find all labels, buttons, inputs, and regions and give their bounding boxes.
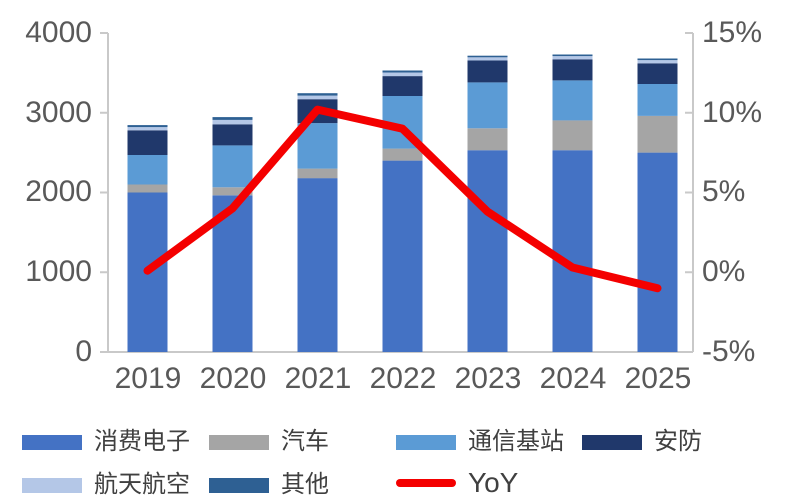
bar-segment-2019-通信基站 [127,155,168,185]
legend-item-base-stations: 通信基站 [396,428,564,455]
bar-segment-2025-汽车 [637,115,678,153]
legend-label: 消费电子 [94,428,190,455]
bar-segment-2023-航天航空 [467,57,508,61]
bar-segment-2025-航天航空 [637,60,678,64]
legend-item-yoy: YoY [396,467,519,498]
bar-segment-2020-航天航空 [212,119,253,125]
x-axis-label: 2024 [539,362,607,395]
bar-segment-2024-消费电子 [552,150,593,352]
bar-segment-2022-消费电子 [382,160,423,352]
bar-segment-2023-其他 [467,55,508,58]
yoy-line-swatch-icon [396,479,456,487]
x-axis-label: 2020 [199,362,267,395]
bar-segment-2023-汽车 [467,128,508,151]
x-axis-label: 2019 [114,362,182,395]
bar-segment-2019-安防 [127,130,168,155]
bar-segment-2021-汽车 [297,168,338,179]
left-axis-tick: 2000 [25,175,92,208]
bar-segment-2024-汽车 [552,120,593,151]
right-axis-tick: 10% [702,96,763,129]
bar-segment-2025-消费电子 [637,152,678,352]
other-swatch-icon [209,477,269,493]
left-axis-tick: 0 [75,335,92,368]
consumer-electronics-swatch-icon [22,434,82,450]
bar-segment-2025-其他 [637,58,678,61]
legend-label: 安防 [654,428,702,455]
bar-segment-2024-航天航空 [552,56,593,60]
left-axis-tick: 4000 [25,16,92,49]
bar-segment-2020-安防 [212,124,253,146]
right-axis-tick: 0% [702,255,746,288]
left-axis-tick: 1000 [25,255,92,288]
automotive-swatch-icon [209,434,269,450]
legend-label: 航天航空 [94,471,190,498]
security-swatch-icon [582,434,642,450]
right-axis-tick: -5% [702,335,756,368]
bar-segment-2024-安防 [552,59,593,81]
bar-segment-2020-其他 [212,117,253,120]
aerospace-swatch-icon [22,477,82,493]
legend-item-consumer-electronics: 消费电子 [22,428,190,455]
legend-label: 汽车 [281,428,329,455]
bar-segment-2022-航天航空 [382,72,423,77]
x-axis-label: 2025 [624,362,692,395]
chart-plot-canvas [100,32,694,353]
bar-segment-2023-安防 [467,60,508,83]
legend-label: 其他 [281,471,329,498]
legend-item-security: 安防 [582,428,702,455]
bar-segment-2019-航天航空 [127,127,168,131]
bar-segment-2019-其他 [127,125,168,128]
bar-segment-2022-汽车 [382,148,423,161]
bar-segment-2020-汽车 [212,187,253,196]
legend-label: 通信基站 [468,428,564,455]
x-axis-label: 2023 [454,362,522,395]
bar-segment-2021-航天航空 [297,95,338,100]
bar-segment-2020-通信基站 [212,145,253,188]
bar-segment-2025-安防 [637,63,678,84]
right-axis-tick: 5% [702,175,746,208]
legend-label: YoY [468,467,519,498]
bar-segment-2023-通信基站 [467,82,508,129]
x-axis-label: 2021 [284,362,352,395]
legend-item-other: 其他 [209,471,329,498]
x-axis-label: 2022 [369,362,437,395]
left-axis-tick: 3000 [25,96,92,129]
yoy-line [143,105,662,293]
bar-segment-2025-通信基站 [637,84,678,116]
bar-segment-2021-其他 [297,93,338,96]
legend-item-automotive: 汽车 [209,428,329,455]
chart-area: 4000 3000 2000 1000 0 15% 10% 5% 0% -5% … [25,16,763,396]
bar-segment-2022-安防 [382,76,423,96]
bar-segment-2019-汽车 [127,184,168,193]
bar-segment-2024-通信基站 [552,80,593,121]
bar-segment-2022-其他 [382,70,423,73]
base-stations-swatch-icon [396,434,456,450]
legend-item-aerospace: 航天航空 [22,471,190,498]
bar-segment-2021-消费电子 [297,178,338,352]
bar-segment-2024-其他 [552,54,593,57]
right-axis-tick: 15% [702,16,763,49]
bar-segment-2023-消费电子 [467,150,508,352]
